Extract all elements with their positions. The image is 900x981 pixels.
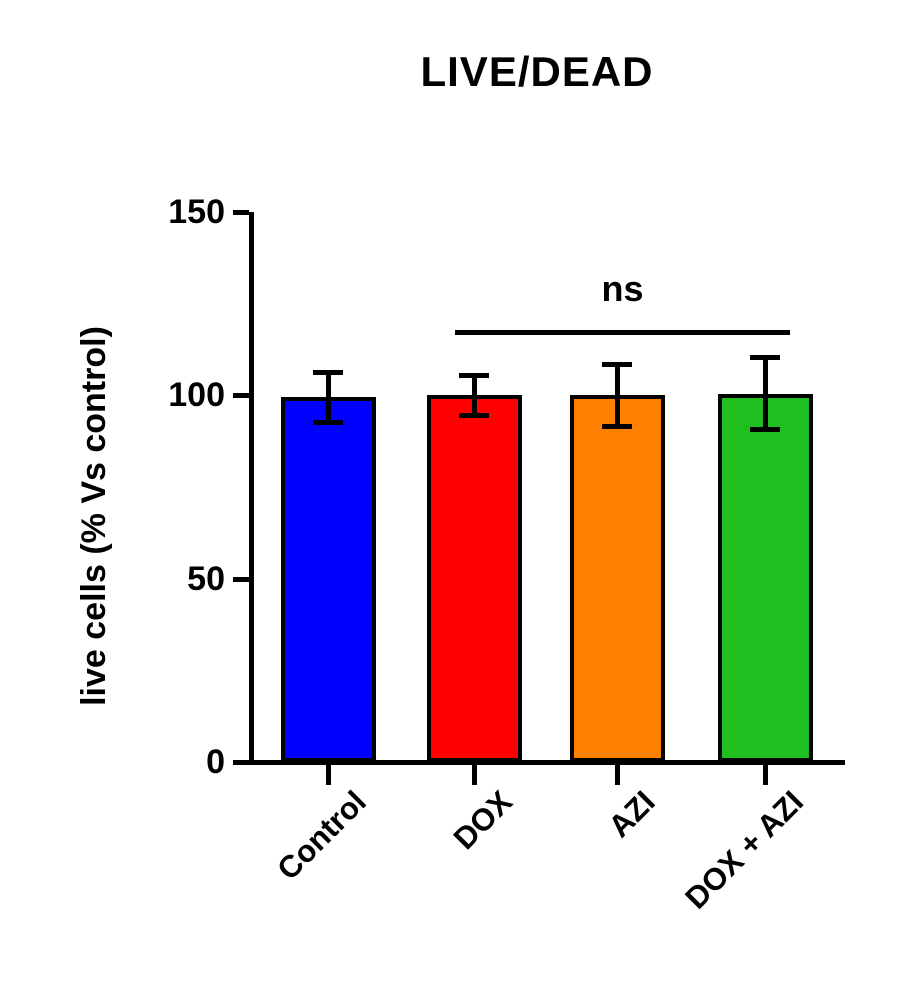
significance-label: ns	[601, 268, 644, 309]
chart-title: LIVE/DEAD	[420, 48, 654, 95]
error-bar-bottom-cap	[750, 427, 780, 433]
x-tick	[326, 765, 331, 785]
y-tick	[233, 210, 249, 215]
y-tick	[233, 576, 249, 582]
x-tick-label: Control	[270, 784, 373, 887]
error-bar-bottom-cap	[602, 423, 632, 429]
x-tick-label: DOX + AZI	[678, 784, 810, 916]
bar-dox-azi	[717, 393, 813, 762]
x-tick	[763, 765, 768, 785]
y-tick	[233, 760, 249, 765]
y-axis-title: live cells (% Vs control)	[75, 326, 113, 706]
error-bar	[472, 375, 477, 416]
y-tick-label: 100	[168, 376, 225, 415]
y-tick-label: 150	[168, 193, 225, 231]
y-tick-label: 50	[187, 559, 225, 598]
error-bar-top-cap	[459, 373, 489, 379]
bar-azi	[569, 395, 665, 762]
error-bar-bottom-cap	[459, 412, 489, 418]
x-tick	[472, 765, 477, 785]
y-tick	[233, 393, 249, 399]
x-axis-line	[249, 760, 845, 765]
error-bar	[763, 356, 768, 431]
significance-bracket-line	[455, 330, 790, 335]
error-bar-top-cap	[602, 362, 632, 368]
error-bar-top-cap	[313, 369, 343, 375]
error-bar-top-cap	[750, 354, 780, 360]
x-tick	[615, 765, 620, 785]
error-bar	[615, 364, 620, 427]
y-axis-line	[249, 212, 254, 765]
bar-control	[280, 397, 376, 762]
x-tick-label: AZI	[601, 784, 662, 845]
y-tick-label: 0	[206, 743, 225, 781]
error-bar	[326, 371, 331, 423]
error-bar-bottom-cap	[313, 419, 343, 425]
x-tick-label: DOX	[446, 784, 519, 857]
bar-dox	[426, 395, 522, 762]
